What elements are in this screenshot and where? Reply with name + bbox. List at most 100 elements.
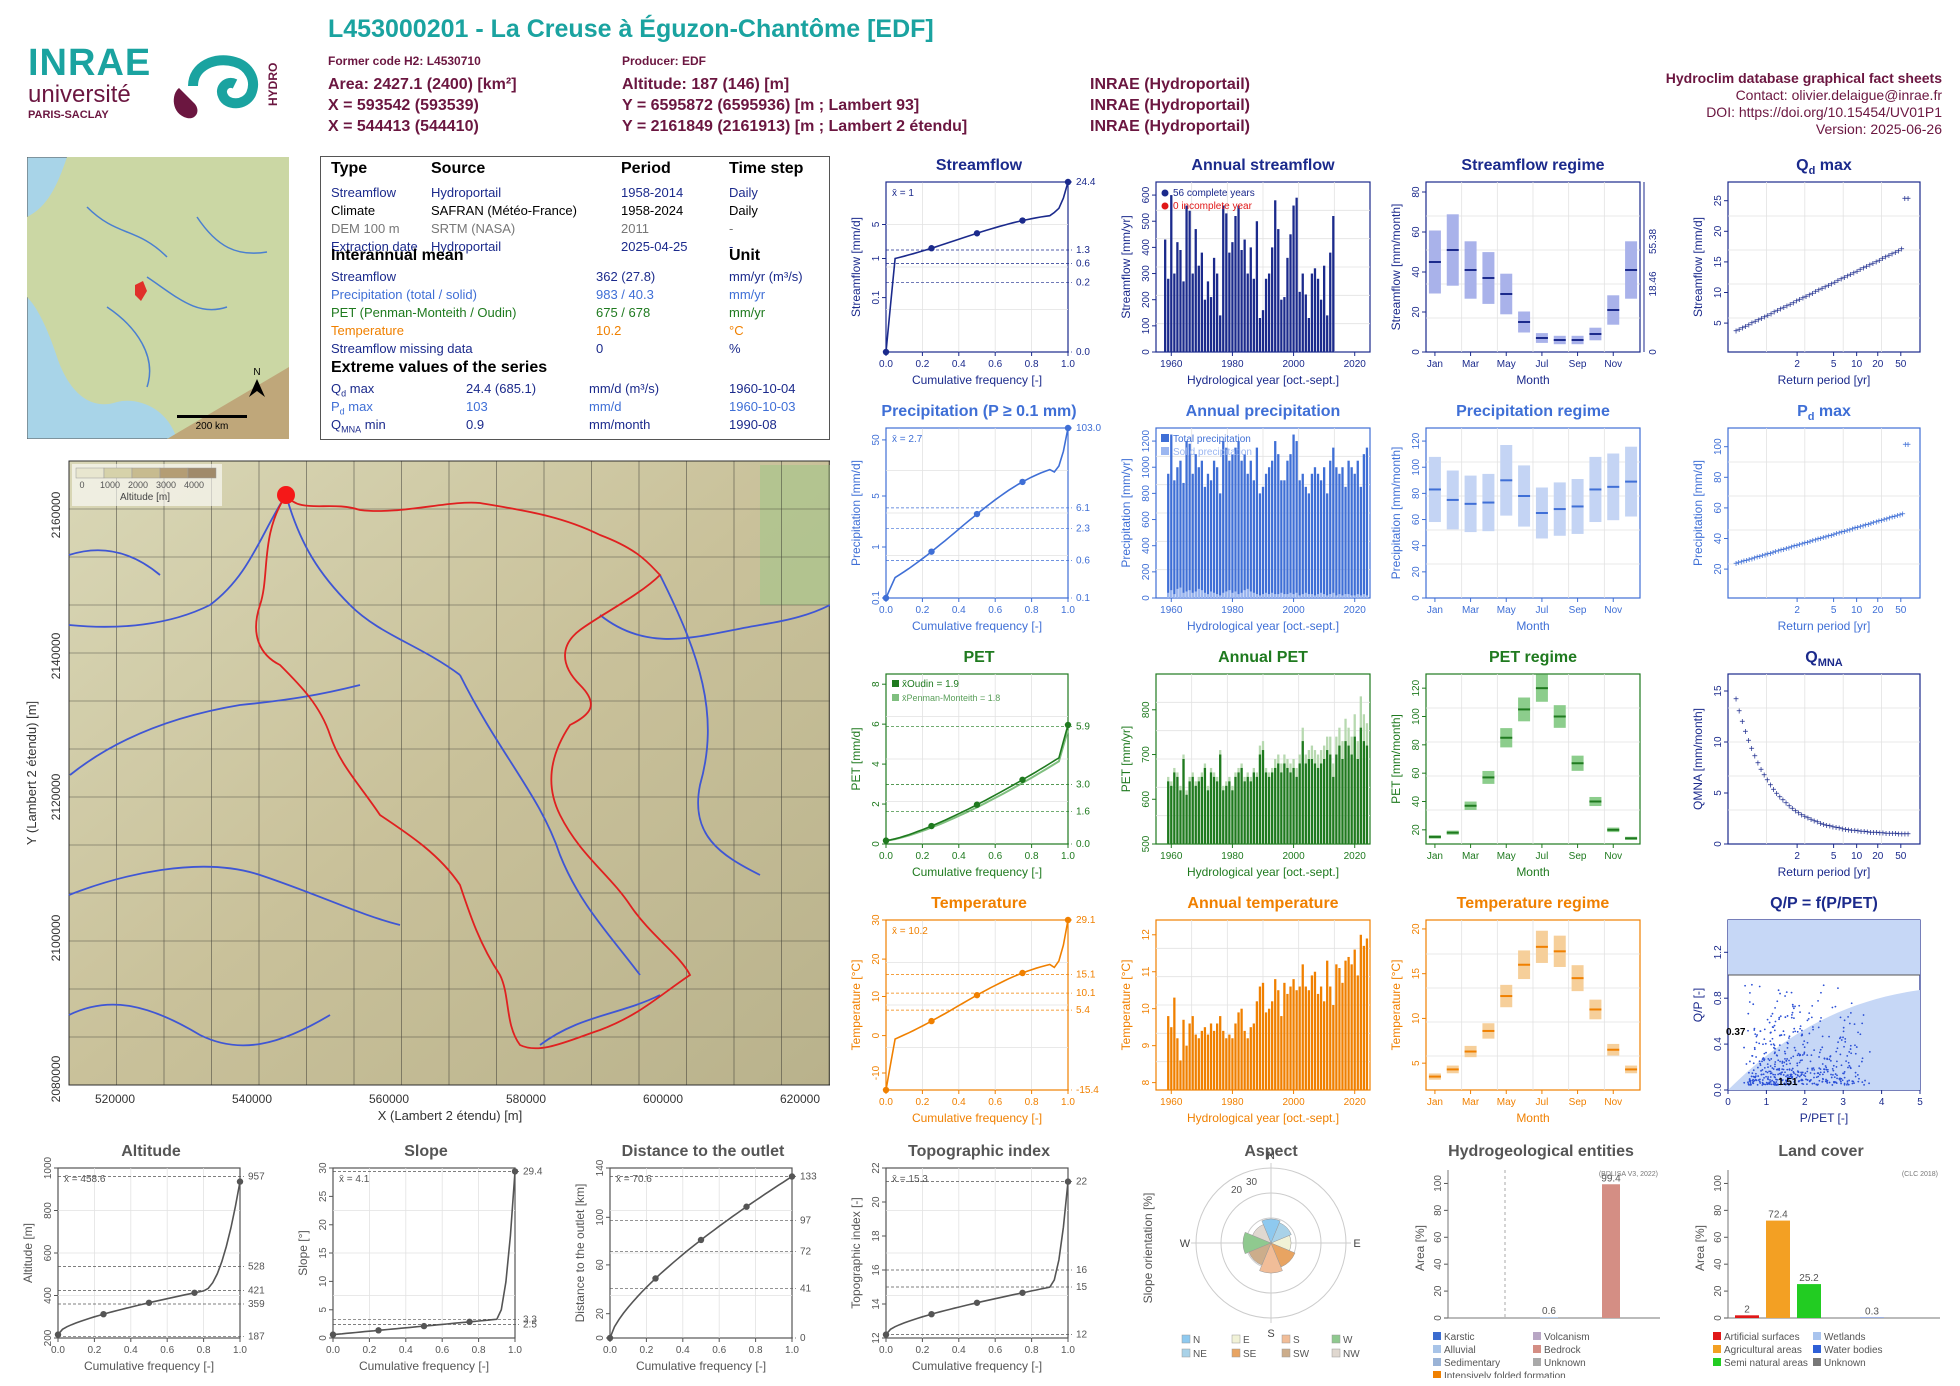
annual-bar	[1341, 982, 1344, 1090]
return-period-point: +	[1848, 270, 1854, 281]
return-period-point: +	[1783, 544, 1789, 555]
annual-bar	[1307, 493, 1311, 598]
annual-bar	[1209, 480, 1213, 598]
qp-point	[1753, 1048, 1756, 1051]
return-period-point: +	[1739, 717, 1745, 728]
chart-title: Annual temperature	[1187, 895, 1338, 912]
chart-ylabel: PET [mm/month]	[1389, 714, 1403, 804]
x-tick-label: 0.4	[676, 1345, 690, 1356]
annual-bar	[1215, 781, 1219, 844]
x-tick-label: 0.8	[472, 1345, 486, 1356]
annual-bar	[1271, 247, 1274, 352]
chart-title: PET	[963, 649, 994, 666]
chart-ylabel: Streamflow [mm/yr]	[1119, 215, 1133, 318]
info-h-step: Time step	[729, 160, 804, 177]
map-ytick: 2160000	[49, 491, 63, 538]
quantile-label: 2.5	[523, 1319, 537, 1330]
y-tick-label: 40	[1411, 796, 1422, 808]
annual-bar	[1267, 273, 1271, 352]
annual-bar-solid	[1246, 588, 1249, 598]
annual-bar	[1246, 776, 1249, 844]
return-period-point: +	[1826, 532, 1832, 543]
return-period-point: +	[1733, 327, 1739, 338]
qp-point	[1783, 1050, 1786, 1053]
x-tick-label: 1960	[1160, 359, 1183, 370]
y-tick-label: 10	[1713, 736, 1724, 748]
qp-point	[1813, 1076, 1815, 1079]
doi[interactable]: DOI: https://doi.org/10.15454/UV01P1	[1706, 104, 1942, 120]
annual-bar-solid	[1292, 594, 1295, 598]
qp-point	[1796, 1054, 1799, 1057]
annual-bar	[1304, 763, 1307, 844]
qp-point	[1794, 1030, 1797, 1033]
info-mean-value: 0	[596, 341, 604, 356]
qp-point	[1832, 1069, 1835, 1072]
qp-point	[1775, 1081, 1778, 1083]
qp-point	[1835, 1060, 1838, 1063]
qp-point	[1787, 1042, 1789, 1045]
info-period: 1958-2014	[621, 185, 684, 200]
annual-bar-solid	[1237, 594, 1240, 598]
quantile-point	[1019, 217, 1026, 224]
return-period-point: +	[1896, 246, 1902, 257]
annual-bar	[1280, 772, 1283, 844]
qp-point	[1848, 1051, 1851, 1053]
info-period: 2025-04-25	[621, 239, 688, 254]
y-tick-label: 15	[1713, 256, 1724, 268]
x-tick-label: 2020	[1344, 1097, 1367, 1108]
return-period-point: +	[1733, 695, 1739, 706]
annual-bar	[1319, 480, 1323, 598]
qp-point	[1771, 1012, 1774, 1015]
qp-point	[1761, 1079, 1764, 1081]
info-mean-value: 10.2	[596, 323, 622, 338]
chart-ylabel: Precipitation [mm/yr]	[1119, 458, 1133, 567]
qp-point	[1747, 1083, 1750, 1086]
x-tick-label: 0.8	[1025, 1097, 1039, 1108]
qp-point	[1763, 1076, 1765, 1079]
quantile-point	[466, 1318, 473, 1326]
chart-xlabel: Hydrological year [oct.-sept.]	[1187, 1111, 1339, 1125]
annual-bar	[1255, 1001, 1259, 1090]
qp-point	[1843, 1076, 1846, 1079]
qp-point	[1792, 1007, 1795, 1010]
return-period-point: +	[1893, 829, 1899, 840]
chart-ylabel: Distance to the outlet [km]	[573, 1184, 587, 1323]
quantile-label: 41	[800, 1284, 812, 1295]
qp-point	[1780, 1073, 1782, 1076]
x-tick-label: 2	[1794, 605, 1800, 616]
annual-bar	[1200, 460, 1204, 598]
qp-point	[1759, 1064, 1762, 1067]
qp-point	[1835, 1066, 1838, 1068]
x-tick-label: Sep	[1569, 851, 1587, 862]
return-period-point: +	[1773, 547, 1779, 558]
y-tick-label: 100	[1433, 1175, 1444, 1192]
annual-bar	[1185, 794, 1188, 844]
y-tick-label: 400	[43, 1287, 54, 1304]
return-period-point: +	[1746, 736, 1752, 747]
annual-bar	[1228, 460, 1231, 598]
x-tick-label: 20	[1872, 359, 1884, 370]
y-tick-label: 500	[1141, 212, 1152, 229]
return-period-point: +	[1749, 554, 1755, 565]
qp-point	[1763, 1052, 1766, 1055]
qp-point	[1842, 1036, 1844, 1039]
qp-point	[1764, 1042, 1767, 1045]
y-tick-label: 0	[595, 1335, 606, 1341]
aspect-direction: N	[1267, 1150, 1275, 1162]
qp-point	[1799, 1054, 1802, 1056]
chart-ylabel: PET [mm/d]	[849, 727, 863, 790]
info-mean-label: Temperature	[331, 323, 404, 338]
qp-point	[1797, 1071, 1800, 1073]
qp-point	[1770, 1083, 1773, 1086]
annual-bar	[1274, 767, 1277, 844]
annual-bar	[1234, 447, 1237, 598]
annual-bar-solid	[1176, 588, 1179, 598]
x-tick-label: 2	[1794, 851, 1800, 862]
annual-bar	[1194, 229, 1197, 352]
legend-entry: Solid precipitation	[1173, 447, 1252, 458]
annual-bar	[1173, 480, 1176, 598]
y-tick-label: 1	[871, 544, 882, 550]
qp-point	[1818, 1051, 1821, 1054]
qp-point	[1773, 1024, 1776, 1027]
chart-ylabel: Streamflow [mm/d]	[849, 217, 863, 317]
